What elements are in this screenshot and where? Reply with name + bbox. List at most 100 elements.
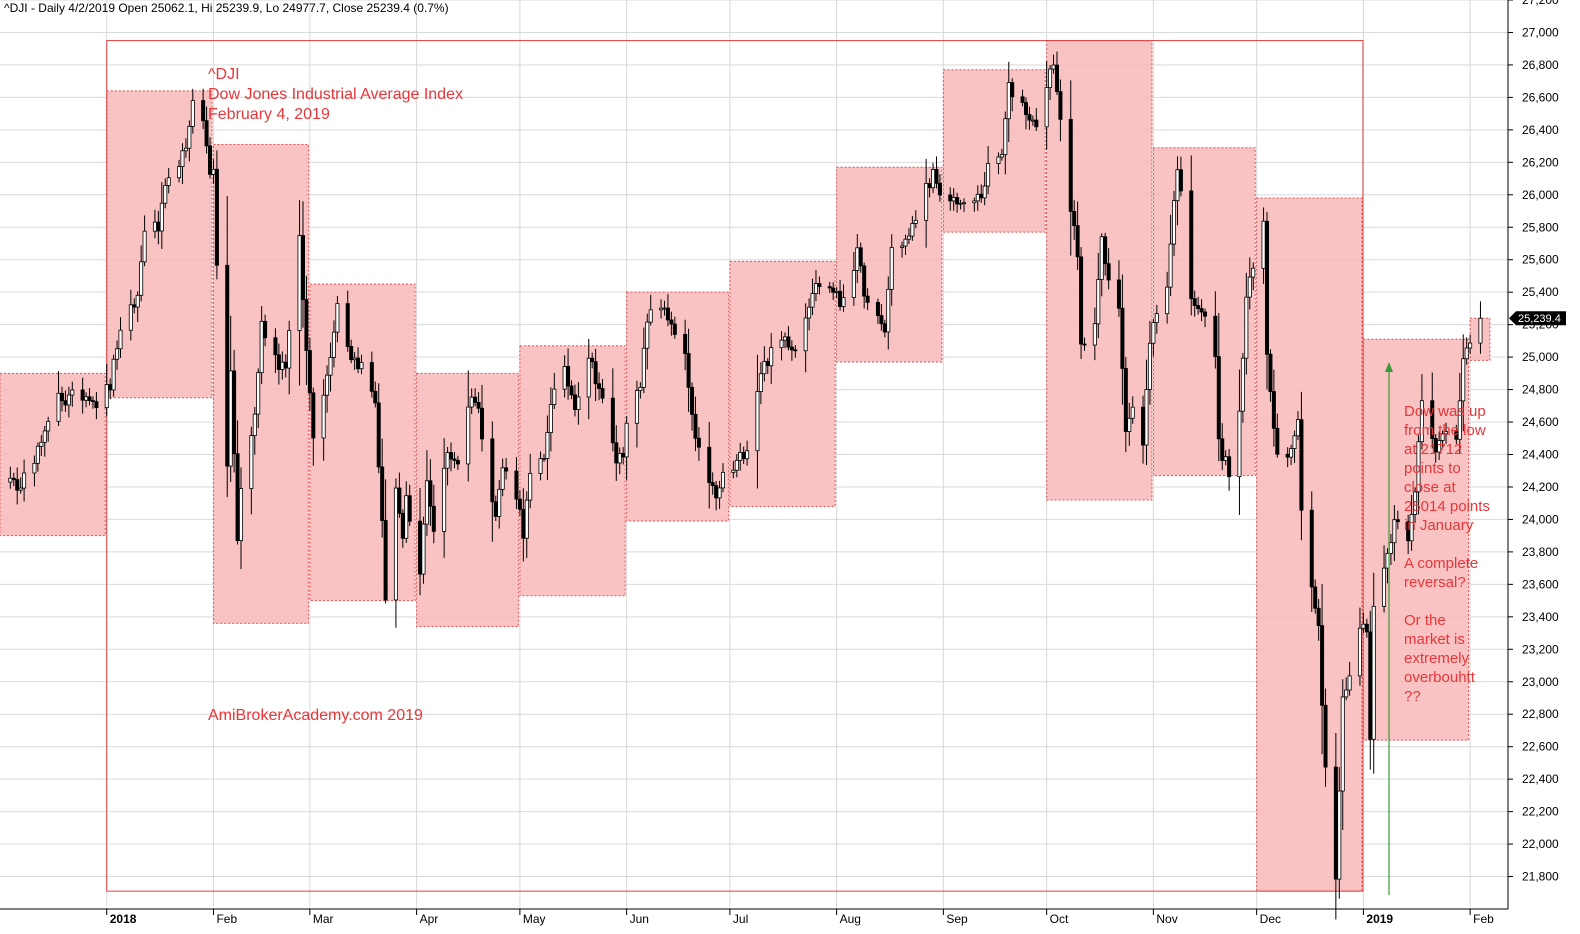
candle-body xyxy=(183,147,188,152)
candle-body xyxy=(762,361,767,375)
y-tick-label: 24,400 xyxy=(1522,448,1559,462)
x-tick-label: 2018 xyxy=(110,912,137,926)
candle-body xyxy=(1034,119,1039,128)
candle-body xyxy=(1175,169,1180,202)
candle-body xyxy=(707,446,712,483)
candle-body xyxy=(769,347,774,367)
candle-body xyxy=(1165,286,1170,315)
candle-body xyxy=(782,336,787,341)
candle-body xyxy=(996,156,1001,164)
candle-body xyxy=(1199,308,1204,313)
candle-body xyxy=(1247,276,1252,298)
side-annotation-line: from the low xyxy=(1404,422,1486,439)
candle-body xyxy=(445,452,450,469)
candle-body xyxy=(614,442,619,464)
candle-body xyxy=(1141,406,1146,446)
candle-body xyxy=(1292,435,1297,449)
candle-body xyxy=(325,374,330,396)
candle-body xyxy=(672,323,677,335)
candle-body xyxy=(287,330,292,369)
candle-body xyxy=(731,469,736,473)
monthly-range-box xyxy=(106,90,213,399)
candle-body xyxy=(359,362,364,370)
candle-body xyxy=(39,441,44,447)
candle-body xyxy=(90,400,95,403)
candle-body xyxy=(948,194,953,202)
candle-body xyxy=(1464,347,1469,360)
y-tick-label: 21,800 xyxy=(1522,870,1559,884)
candle-body xyxy=(1437,440,1442,453)
side-annotation-line: 25014 points xyxy=(1404,498,1490,515)
candle-body xyxy=(1006,82,1011,120)
range-frame xyxy=(106,40,1364,892)
candle-body xyxy=(1316,607,1321,627)
candle-body xyxy=(669,319,674,325)
y-tick-label: 23,600 xyxy=(1522,577,1559,591)
candle-body xyxy=(383,520,388,601)
candle-body xyxy=(514,470,519,500)
candle-body xyxy=(817,283,822,288)
annotation-symbol: ^DJI xyxy=(208,66,240,83)
candle-body xyxy=(311,392,316,439)
candle-body xyxy=(1189,190,1194,300)
candle-body xyxy=(469,396,474,408)
chart-header: ^DJI - Daily 4/2/2019 Open 25062.1, Hi 2… xyxy=(4,1,449,15)
candle-body xyxy=(851,270,856,298)
candle-body xyxy=(35,445,40,464)
candle-body xyxy=(862,265,867,297)
candle-body xyxy=(865,295,870,303)
candle-body xyxy=(765,361,770,367)
x-tick-label: Apr xyxy=(420,912,439,926)
candle-body xyxy=(111,358,116,391)
candle-body xyxy=(541,458,546,460)
candle-body xyxy=(452,458,457,461)
candle-body xyxy=(1054,64,1059,92)
x-axis-month-labels: 2018 Feb Mar Apr May Jun Jul Aug Sep Oct Nov Dec 201… xyxy=(110,912,1494,926)
candle-body xyxy=(528,473,533,501)
candle-body xyxy=(803,317,808,352)
candle-body xyxy=(1020,96,1025,103)
candle-body xyxy=(813,283,818,294)
candle-body xyxy=(624,422,629,458)
candle-body xyxy=(838,290,843,307)
candle-body xyxy=(1058,91,1063,120)
candle-body xyxy=(900,245,905,248)
candle-body xyxy=(1172,200,1177,245)
x-tick-label: May xyxy=(523,912,546,926)
candle-body xyxy=(252,413,257,436)
candle-body xyxy=(187,126,192,149)
candle-body xyxy=(548,404,553,434)
candle-body xyxy=(1130,406,1135,419)
candle-body xyxy=(87,396,92,401)
candle-body xyxy=(442,467,447,532)
x-tick-label: Oct xyxy=(1050,912,1069,926)
candle-body xyxy=(741,451,746,460)
candle-body xyxy=(232,370,237,455)
candle-body xyxy=(321,394,326,439)
candle-body xyxy=(480,407,485,440)
candle-body xyxy=(1478,317,1483,344)
candle-body xyxy=(1196,305,1201,309)
candle-body xyxy=(476,402,481,409)
candle-body xyxy=(1082,343,1087,346)
y-tick-label: 25,800 xyxy=(1522,220,1559,234)
candle-body xyxy=(201,100,206,122)
candle-body xyxy=(263,320,268,339)
candle-body xyxy=(721,471,726,489)
candle-body xyxy=(497,488,502,517)
candle-body xyxy=(545,432,550,459)
candle-body xyxy=(924,183,929,221)
candle-body xyxy=(524,499,529,539)
candle-body xyxy=(1216,356,1221,440)
candle-body xyxy=(84,396,89,401)
last-price-tag: 25,239.4 xyxy=(1509,311,1566,326)
candle-body xyxy=(1440,433,1445,441)
candle-body xyxy=(696,437,701,448)
candle-body xyxy=(421,523,426,575)
candle-body xyxy=(662,307,667,310)
candle-body xyxy=(858,247,863,267)
candle-body xyxy=(1092,323,1097,346)
candle-body xyxy=(1285,453,1290,458)
side-annotation-line: extremely xyxy=(1404,650,1470,667)
candle-body xyxy=(1075,225,1080,258)
